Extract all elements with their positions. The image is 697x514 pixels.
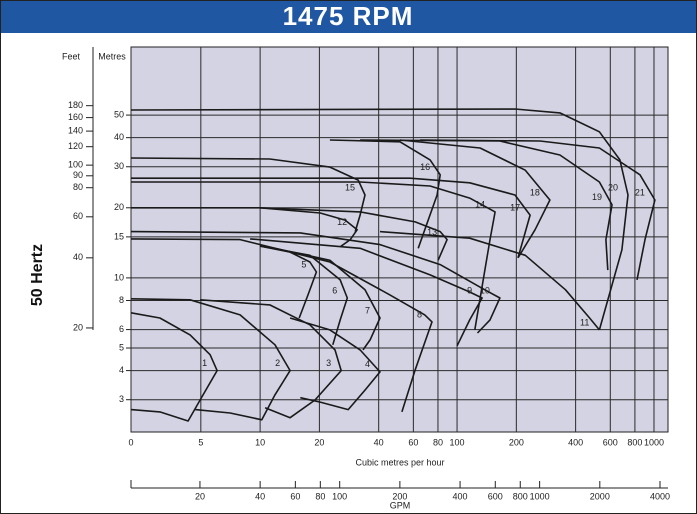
curve-label: 1: [202, 358, 207, 368]
pump-curve: [329, 139, 441, 249]
curve-label: 3: [326, 358, 331, 368]
curve-label: 8: [417, 309, 422, 319]
pump-curve: [130, 108, 629, 331]
curve-label: 9: [467, 285, 472, 295]
x2-axis-title: GPM: [390, 500, 411, 510]
y2-tick-label: 120: [68, 141, 83, 151]
curve-label: 17: [510, 202, 520, 212]
pump-curve: [250, 238, 483, 347]
x-tick-label: 0: [128, 437, 133, 447]
y-tick-label: 15: [114, 231, 124, 241]
pump-curve: [379, 230, 601, 331]
y-tick-label: 5: [119, 342, 124, 352]
x2-tick-label: 800: [513, 491, 528, 501]
y2-tick-label: 140: [68, 125, 83, 135]
y2-tick-label: 80: [73, 182, 83, 192]
pump-curve: [131, 181, 496, 331]
y-axis-title: Metres: [98, 51, 126, 61]
x2-tick-label: 80: [315, 491, 325, 501]
x-tick-label: 400: [568, 437, 583, 447]
curve-label: 13: [427, 227, 437, 237]
x-tick-label: 5: [198, 437, 203, 447]
x2-tick-label: 200: [392, 491, 407, 501]
pump-curve: [130, 238, 433, 413]
y-tick-label: 6: [119, 324, 124, 334]
x-tick-label: 200: [509, 437, 524, 447]
y-tick-label: 3: [119, 394, 124, 404]
curve-label: 11: [580, 317, 589, 327]
y-tick-label: 50: [114, 109, 124, 119]
curve-label: 15: [345, 182, 355, 192]
pump-curve: [260, 207, 448, 261]
pump-curve: [131, 177, 531, 259]
x-tick-label: 10: [255, 437, 265, 447]
y2-tick-label: 100: [68, 160, 83, 170]
curve-label: 5: [301, 259, 306, 269]
side-label: 50 Hertz: [29, 244, 46, 306]
pump-curve: [289, 317, 381, 411]
x-tick-label: 100: [450, 437, 465, 447]
curve-label: 4: [365, 359, 370, 369]
x-tick-label: 80: [433, 437, 443, 447]
y-tick-label: 4: [119, 365, 124, 375]
y2-tick-label: 180: [68, 100, 83, 110]
pump-curve: [130, 157, 366, 232]
x-axis-title: Cubic metres per hour: [355, 457, 444, 467]
pump-curve: [399, 139, 551, 259]
x2-tick-label: 40: [255, 491, 265, 501]
x2-tick-label: 400: [453, 491, 468, 501]
chart-title: 1475 RPM: [283, 1, 414, 31]
header-bar: [0, 0, 697, 33]
y2-tick-label: 60: [73, 211, 83, 221]
y-tick-label: 20: [114, 202, 124, 212]
y2-tick-label: 90: [73, 170, 83, 180]
curve-label: 10: [480, 285, 490, 295]
x-tick-label: 60: [408, 437, 418, 447]
x-tick-label: 40: [374, 437, 384, 447]
curve-label: 16: [420, 162, 430, 172]
pump-curve: [420, 139, 656, 281]
x-tick-label: 1000: [644, 437, 664, 447]
pump-curve: [130, 230, 501, 334]
curve-label: 14: [475, 199, 485, 209]
curve-label: 6: [332, 285, 337, 295]
y-tick-label: 30: [114, 161, 124, 171]
y2-tick-label: 20: [73, 322, 83, 332]
curve-label: 19: [592, 192, 602, 202]
y-tick-label: 40: [114, 132, 124, 142]
curve-label: 18: [530, 187, 540, 197]
curve-label: 21: [635, 187, 645, 197]
pump-curve: [130, 312, 218, 422]
x2-tick-label: 2000: [590, 491, 610, 501]
x2-tick-label: 100: [332, 491, 347, 501]
y-tick-label: 10: [114, 272, 124, 282]
x2-tick-label: 600: [488, 491, 503, 501]
pump-curve: [264, 245, 381, 351]
x2-tick-label: 60: [290, 491, 300, 501]
y2-tick-label: 40: [73, 252, 83, 262]
y2-tick-label: 160: [68, 112, 83, 122]
curve-label: 7: [365, 305, 370, 315]
pump-curve: [130, 298, 291, 421]
curve-label: 20: [608, 182, 618, 192]
x2-tick-label: 4000: [650, 491, 670, 501]
curve-label: 2: [275, 358, 280, 368]
y2-axis-title: Feet: [62, 51, 81, 61]
x2-tick-label: 1000: [530, 491, 550, 501]
y-tick-label: 8: [119, 295, 124, 305]
curve-label: 12: [337, 217, 347, 227]
pump-curve: [200, 299, 342, 419]
x-tick-label: 20: [314, 437, 324, 447]
x-tick-label: 600: [603, 437, 618, 447]
x2-tick-label: 20: [195, 491, 205, 501]
x-tick-label: 800: [627, 437, 642, 447]
